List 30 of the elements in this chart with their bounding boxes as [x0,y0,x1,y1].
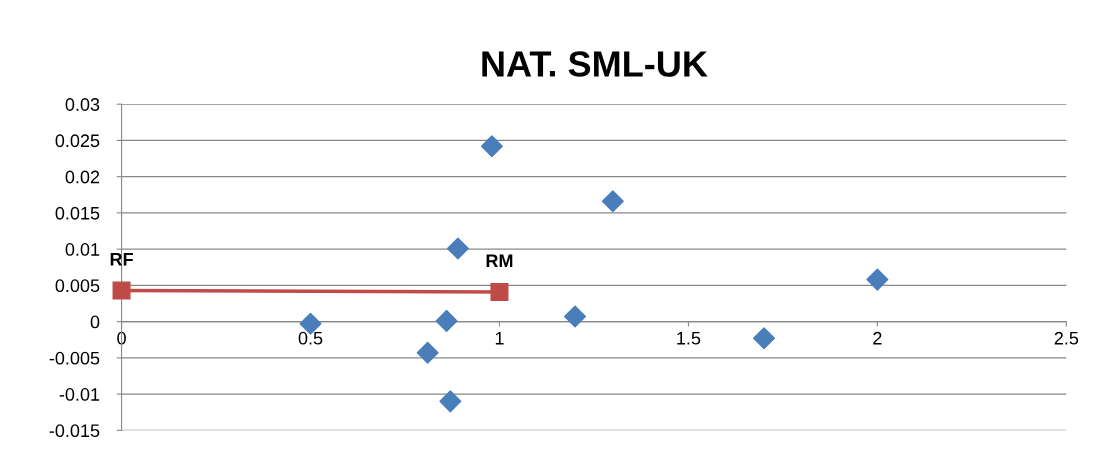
x-tick-label: 2 [873,331,882,345]
chart-title: NAT. SML-UK [482,51,708,77]
x-tick-label: 0.5 [298,331,323,345]
point [753,327,775,350]
point [416,341,439,364]
annotation: RF [110,253,133,266]
y-tick-label: 0.02 [65,170,100,184]
point [480,135,503,158]
y-tick-label: -0.01 [59,388,100,401]
point [446,237,469,260]
y-tick-label: 0.01 [65,243,100,256]
point [435,309,458,332]
y-tick-label: 0.015 [55,206,100,220]
y-tick-label: 0.005 [55,279,100,293]
x-tick-label: 0 [117,331,126,345]
y-tick-label: -0.005 [49,351,100,365]
point [112,281,131,300]
y-tick-label: 0.025 [55,134,100,148]
point [601,190,624,213]
point [490,282,509,301]
y-tick-label: 0.03 [65,98,100,111]
x-tick-label: 1 [495,332,504,345]
point [439,390,462,413]
point [564,305,587,328]
y-tick-label: 0 [90,315,100,329]
x-tick-label: 2.5 [1054,331,1079,345]
point [866,268,889,291]
annotation: RM [486,254,513,267]
y-tick-label: -0.015 [49,424,100,438]
x-tick-label: 1.5 [677,332,701,345]
